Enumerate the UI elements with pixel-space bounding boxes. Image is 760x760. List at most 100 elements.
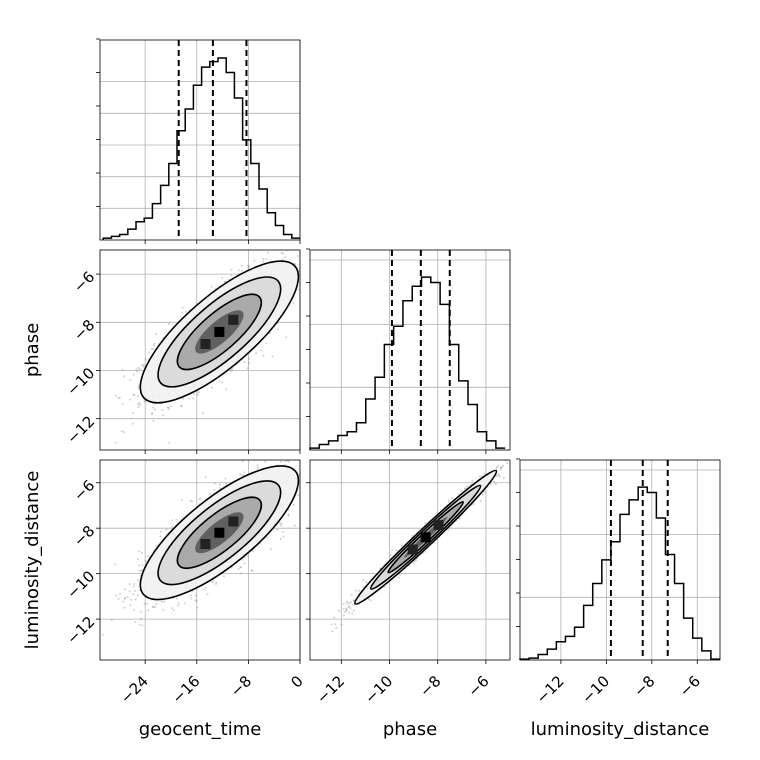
scatter-point xyxy=(208,492,211,495)
scatter-panel-geocent_time-phase xyxy=(96,210,337,454)
scatter-point xyxy=(177,602,180,604)
scatter-point xyxy=(312,269,314,271)
scatter-point xyxy=(223,280,226,283)
scatter-point xyxy=(251,570,254,572)
scatter-point xyxy=(153,342,156,345)
scatter-point xyxy=(300,290,302,292)
scatter-point xyxy=(237,269,240,272)
panel-frame xyxy=(309,249,511,451)
scatter-point xyxy=(271,355,274,358)
scatter-point xyxy=(301,500,303,502)
scatter-point xyxy=(161,408,164,411)
scatter-point xyxy=(114,394,117,397)
scatter-point xyxy=(292,302,295,305)
panel-frame xyxy=(99,39,301,241)
scatter-point xyxy=(129,604,132,607)
scatter-point xyxy=(137,366,140,369)
scatter-point xyxy=(141,364,143,367)
scatter-point xyxy=(144,560,147,563)
scatter-point xyxy=(280,252,283,254)
scatter-point xyxy=(262,260,265,263)
scatter-point xyxy=(198,498,201,500)
scatter-point xyxy=(241,558,244,561)
scatter-point xyxy=(166,406,169,409)
scatter-point xyxy=(151,605,154,608)
scatter-point xyxy=(279,460,282,463)
scatter-point xyxy=(132,593,135,596)
scatter-point xyxy=(230,268,233,271)
scatter-point xyxy=(280,247,282,249)
scatter-point xyxy=(123,606,126,609)
scatter-point xyxy=(315,239,317,241)
scatter-point xyxy=(215,581,218,584)
scatter-panel-geocent_time-luminosity_distance xyxy=(96,452,326,664)
scatter-point xyxy=(180,405,183,408)
scatter-point xyxy=(152,419,155,422)
scatter-point xyxy=(123,588,126,591)
scatter-point xyxy=(159,530,162,533)
scatter-point xyxy=(240,264,243,267)
scatter-point xyxy=(155,333,158,336)
scatter-point xyxy=(182,397,184,400)
scatter-point xyxy=(115,594,118,597)
scatter-point xyxy=(288,246,290,248)
scatter-point xyxy=(132,609,135,612)
scatter-point xyxy=(317,461,319,463)
scatter-point xyxy=(119,592,122,595)
scatter-point xyxy=(262,257,265,260)
scatter-point xyxy=(285,336,288,339)
scatter-point xyxy=(151,412,154,414)
scatter-point xyxy=(138,368,141,371)
scatter-point xyxy=(322,251,324,253)
scatter-point xyxy=(284,460,287,463)
scatter-point xyxy=(272,232,274,234)
scatter-point xyxy=(152,606,155,609)
scatter-point xyxy=(335,210,337,212)
scatter-point xyxy=(240,474,243,477)
scatter-point xyxy=(324,456,326,458)
scatter-point xyxy=(146,602,148,605)
scatter-point xyxy=(134,598,137,601)
scatter-point xyxy=(248,265,251,268)
scatter-point xyxy=(138,401,141,404)
scatter-point xyxy=(302,288,304,290)
scatter-point xyxy=(210,285,213,288)
scatter-point xyxy=(140,610,142,613)
scatter-point xyxy=(227,278,230,281)
scatter-point xyxy=(184,310,187,313)
scatter-point xyxy=(243,471,246,474)
scatter-point xyxy=(273,452,275,454)
scatter-point xyxy=(137,550,140,553)
scatter-point xyxy=(265,258,268,261)
scatter-point xyxy=(129,378,132,381)
scatter-point xyxy=(139,623,141,626)
scatter-point xyxy=(120,430,123,433)
scatter-point xyxy=(139,403,142,406)
scatter-point xyxy=(302,512,304,514)
scatter-point xyxy=(204,586,207,589)
scatter-point xyxy=(311,245,313,247)
scatter-point xyxy=(262,456,264,458)
scatter-point xyxy=(225,482,228,485)
scatter-point xyxy=(241,270,244,272)
scatter-point xyxy=(243,562,246,565)
scatter-point xyxy=(199,497,202,500)
scatter-point xyxy=(137,387,140,389)
scatter-point xyxy=(296,255,299,258)
scatter-point xyxy=(276,328,279,331)
scatter-point xyxy=(136,558,139,561)
scatter-point xyxy=(255,352,258,355)
scatter-point xyxy=(212,579,215,582)
scatter-point xyxy=(265,342,268,345)
scatter-point xyxy=(239,565,242,568)
scatter-point xyxy=(211,581,214,584)
scatter-point xyxy=(137,403,140,406)
scatter-point xyxy=(175,597,178,600)
scatter-point xyxy=(136,370,139,373)
scatter-point xyxy=(137,579,139,582)
scatter-point xyxy=(155,602,158,605)
hist-panel-phase xyxy=(306,248,511,454)
scatter-point xyxy=(287,460,290,463)
scatter-point xyxy=(302,485,304,487)
scatter-point xyxy=(144,358,147,361)
